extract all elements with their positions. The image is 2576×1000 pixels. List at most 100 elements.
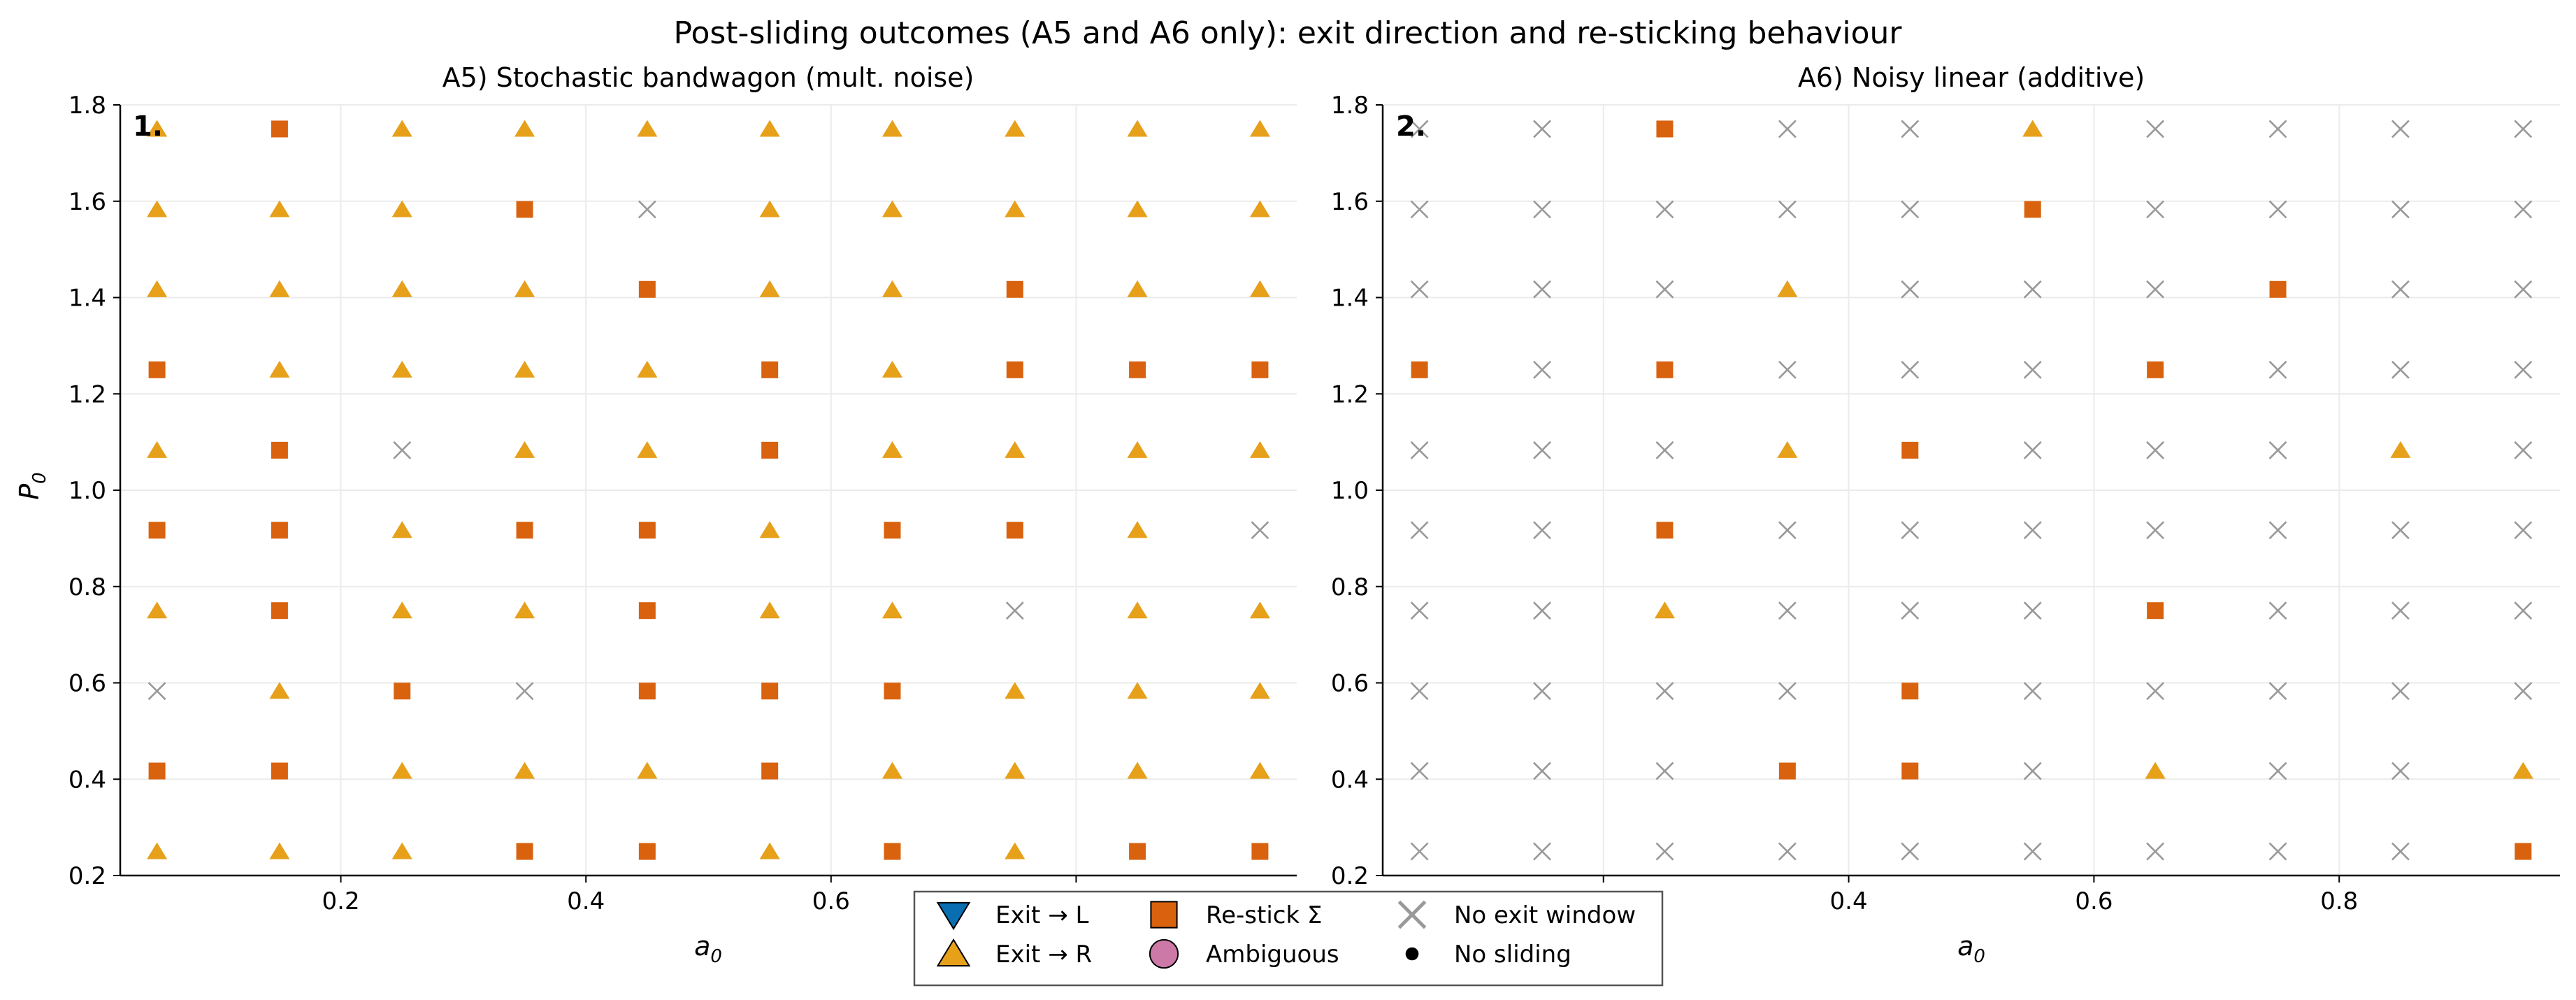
- marker-restick: [1656, 522, 1674, 539]
- panel-a6: A6) Noisy linear (additive) 0.2 0.4 0.6 0.8…: [1331, 62, 2560, 967]
- x-axis-label-base: a: [694, 931, 710, 962]
- marker-no-exit: [2023, 682, 2042, 701]
- marker-exit-R: [269, 682, 290, 699]
- marker-no-exit: [1778, 601, 1797, 620]
- marker-no-exit: [2268, 441, 2287, 459]
- x-tick-label: 0.6: [2075, 887, 2113, 915]
- marker-exit-R: [514, 280, 535, 297]
- marker-no-exit: [638, 200, 656, 219]
- legend-label: Re-stick Σ: [1206, 901, 1322, 929]
- figure-title: Post-sliding outcomes (A5 and A6 only): …: [674, 15, 1903, 51]
- y-axis-label: P0: [14, 472, 50, 499]
- marker-no-exit: [2146, 682, 2165, 701]
- legend-marker: [1397, 900, 1427, 929]
- marker-no-exit: [1533, 521, 1551, 540]
- marker-no-exit: [1778, 842, 1797, 861]
- marker-restick: [1251, 843, 1269, 860]
- marker-restick: [638, 683, 656, 700]
- y-axis-label-subscript: 0: [29, 472, 50, 484]
- marker-restick: [1901, 762, 1919, 780]
- panel-title: A6) Noisy linear (additive): [1798, 62, 2145, 93]
- x-tick-label: 0.6: [812, 887, 850, 915]
- legend-marker: [1405, 947, 1419, 961]
- grid: [1383, 104, 2560, 876]
- x-axis-label-base: a: [1957, 931, 1973, 962]
- marker-no-exit: [1778, 120, 1797, 138]
- marker-restick: [638, 602, 656, 620]
- marker-exit-R: [147, 601, 168, 619]
- marker-no-exit: [2023, 360, 2042, 379]
- marker-no-exit: [2391, 762, 2410, 780]
- marker-no-exit: [2023, 842, 2042, 861]
- marker-no-exit: [2023, 762, 2042, 780]
- marker-exit-R: [1127, 441, 1148, 458]
- marker-exit-R: [882, 360, 903, 378]
- marker-exit-R: [637, 120, 658, 137]
- axes: 0.20.40.60.80.20.40.60.81.01.21.41.61.8: [1331, 92, 2560, 915]
- marker-exit-R: [1127, 762, 1148, 779]
- marker-restick: [638, 522, 656, 539]
- marker-restick: [148, 522, 166, 539]
- marker-no-exit: [1533, 200, 1551, 219]
- marker-exit-R: [759, 842, 780, 859]
- marker-exit-R: [147, 280, 168, 297]
- marker-no-exit: [2514, 441, 2533, 459]
- legend-item-no-exit: No exit window: [1397, 900, 1636, 929]
- x-tick-label: 0.8: [2320, 887, 2358, 915]
- marker-restick: [1006, 361, 1023, 378]
- marker-restick: [1251, 361, 1269, 378]
- marker-exit-R: [1005, 200, 1026, 217]
- marker-exit-R: [637, 441, 658, 458]
- marker-no-exit: [1410, 762, 1429, 780]
- marker-no-exit: [1655, 441, 1674, 459]
- marker-no-exit: [1655, 682, 1674, 701]
- marker-no-exit: [1410, 200, 1429, 219]
- marker-exit-R: [391, 200, 412, 217]
- marker-exit-R: [391, 280, 412, 297]
- marker-exit-R: [1127, 601, 1148, 619]
- marker-exit-R: [1127, 280, 1148, 297]
- legend-label: Ambiguous: [1206, 941, 1339, 969]
- marker-exit-R: [391, 842, 412, 859]
- marker-no-exit: [2023, 441, 2042, 459]
- marker-no-exit: [1655, 842, 1674, 861]
- marker-exit-R: [1005, 682, 1026, 699]
- marker-no-exit: [2268, 200, 2287, 219]
- marker-no-exit: [1410, 280, 1429, 299]
- marker-restick: [516, 522, 533, 539]
- marker-no-exit: [1533, 601, 1551, 620]
- marker-restick: [1129, 361, 1146, 378]
- marker-no-exit: [1901, 360, 1920, 379]
- marker-exit-R: [269, 360, 290, 378]
- marker-restick: [1656, 361, 1674, 378]
- marker-no-exit: [515, 682, 534, 701]
- marker-exit-R: [1654, 601, 1676, 619]
- marker-exit-R: [514, 762, 535, 779]
- marker-no-exit: [2514, 601, 2533, 620]
- marker-exit-R: [147, 200, 168, 217]
- marker-no-exit: [1901, 120, 1920, 138]
- marker-no-exit: [1410, 521, 1429, 540]
- marker-no-exit: [2391, 120, 2410, 138]
- marker-no-exit: [2514, 682, 2533, 701]
- y-tick-label: 0.4: [1331, 766, 1369, 794]
- marker-no-exit: [2514, 280, 2533, 299]
- marker-no-exit: [1533, 762, 1551, 780]
- marker-restick: [148, 361, 166, 378]
- marker-restick: [638, 843, 656, 860]
- marker-no-exit: [2391, 601, 2410, 620]
- marker-exit-R: [1005, 842, 1026, 859]
- grid: [120, 104, 1297, 876]
- y-tick-label: 1.0: [1331, 477, 1369, 505]
- marker-exit-R: [1127, 120, 1148, 137]
- marker-no-exit: [2391, 842, 2410, 861]
- x-tick-label: 0.2: [322, 887, 360, 915]
- marker-restick: [1656, 120, 1674, 138]
- legend-marker: [936, 901, 971, 931]
- y-tick-label: 1.2: [69, 380, 106, 408]
- marker-restick: [1129, 843, 1146, 860]
- marker-no-exit: [2146, 521, 2165, 540]
- marker-no-exit: [2146, 441, 2165, 459]
- marker-exit-R: [882, 280, 903, 297]
- marker-exit-R: [269, 842, 290, 859]
